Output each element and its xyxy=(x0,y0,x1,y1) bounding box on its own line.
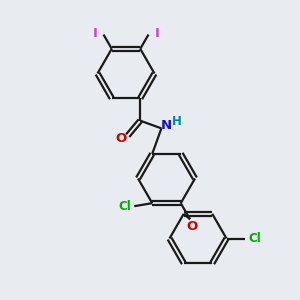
Text: N: N xyxy=(160,119,172,133)
Text: I: I xyxy=(93,26,98,40)
Text: I: I xyxy=(154,26,159,40)
Text: H: H xyxy=(172,115,182,128)
Text: O: O xyxy=(116,131,127,145)
Text: O: O xyxy=(186,220,197,233)
Text: Cl: Cl xyxy=(248,232,261,245)
Text: Cl: Cl xyxy=(118,200,131,213)
